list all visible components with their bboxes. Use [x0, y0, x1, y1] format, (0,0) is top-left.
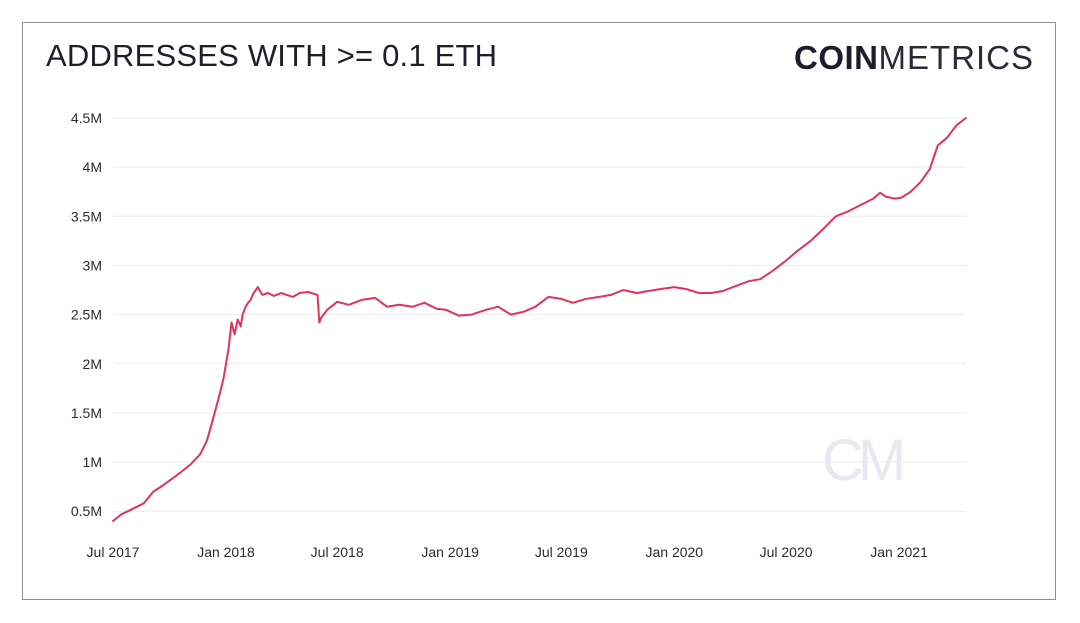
y-tick-label: 1.5M [71, 405, 102, 421]
x-tick-label: Jan 2021 [870, 544, 928, 560]
logo-bold-text: COIN [794, 39, 879, 76]
coinmetrics-logo: COINMETRICS [794, 39, 1034, 77]
x-tick-label: Jul 2017 [87, 544, 140, 560]
y-tick-label: 2.5M [71, 307, 102, 323]
y-tick-label: 3.5M [71, 208, 102, 224]
y-tick-label: 3M [83, 257, 102, 273]
x-tick-label: Jan 2020 [645, 544, 703, 560]
logo-light-text: METRICS [878, 39, 1034, 76]
y-axis-ticks: 0.5M 1M 1.5M 2M 2.5M 3M 3.5M 4M 4.5M [71, 110, 102, 519]
x-axis-ticks: Jul 2017 Jan 2018 Jul 2018 Jan 2019 Jul 2019… [87, 544, 929, 560]
y-tick-label: 1M [83, 454, 102, 470]
cm-watermark: CM [822, 428, 902, 493]
series-line [112, 117, 967, 522]
y-tick-label: 4.5M [71, 110, 102, 126]
chart-title: ADDRESSES WITH >= 0.1 ETH [46, 38, 498, 73]
y-tick-label: 2M [83, 356, 102, 372]
y-tick-label: 0.5M [71, 503, 102, 519]
x-tick-label: Jul 2020 [760, 544, 813, 560]
x-tick-label: Jan 2018 [197, 544, 255, 560]
x-tick-label: Jan 2019 [421, 544, 479, 560]
x-tick-label: Jul 2019 [535, 544, 588, 560]
x-tick-label: Jul 2018 [311, 544, 364, 560]
y-tick-label: 4M [83, 159, 102, 175]
gridlines [113, 117, 966, 512]
